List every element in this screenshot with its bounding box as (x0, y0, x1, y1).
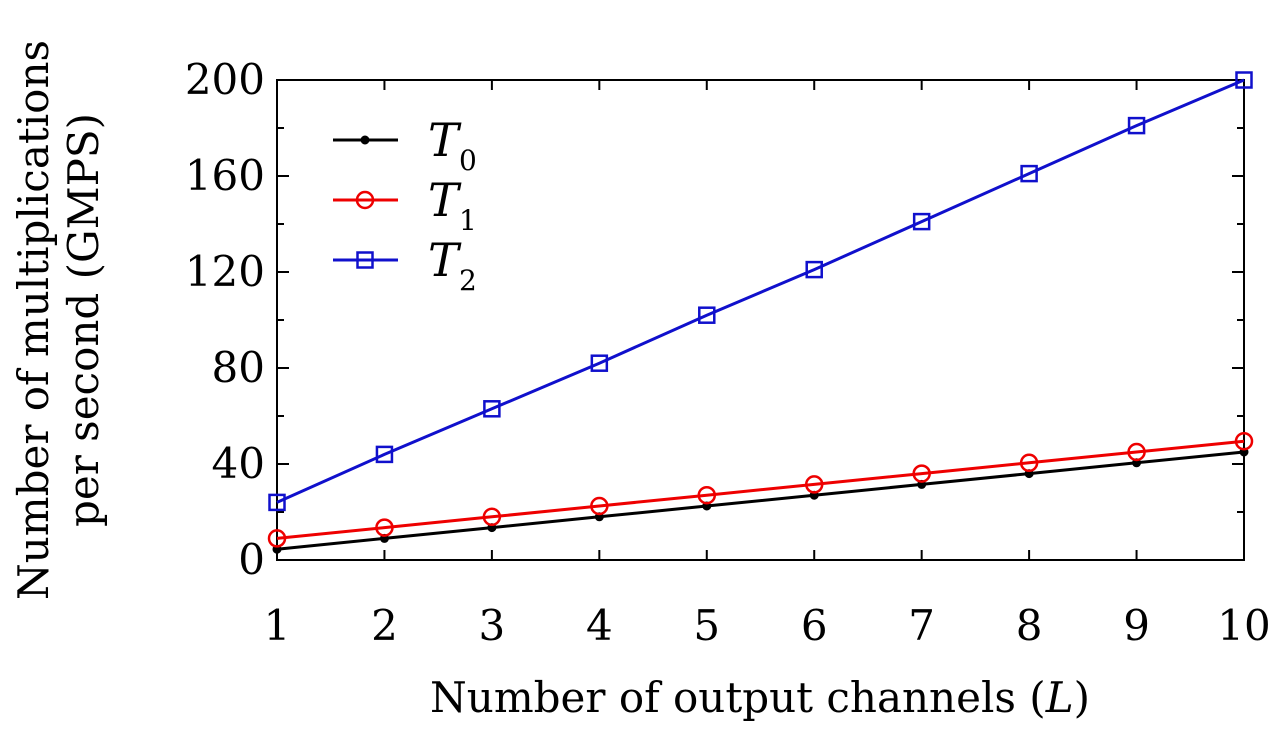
y-tick-label: 0 (238, 535, 265, 584)
x-axis-title: Number of output channels (L) (430, 673, 1090, 722)
data-point-T2 (483, 400, 501, 418)
legend-label: T (428, 233, 462, 287)
x-tick-label: 9 (1123, 601, 1150, 650)
series-T0 (272, 447, 1249, 554)
y-tick-label: 40 (212, 439, 265, 488)
legend-marker (355, 190, 375, 210)
x-axis-title-close: ) (1074, 673, 1090, 722)
data-point-T2 (698, 306, 716, 324)
legend-subscript: 0 (459, 144, 477, 177)
x-tick-label: 3 (479, 601, 506, 650)
x-axis-title-variable: L (1045, 673, 1074, 722)
legend-label: T (428, 173, 462, 227)
y-axis-title: Number of multiplications per second (GM… (9, 40, 108, 600)
series-line-T2 (276, 78, 1245, 504)
legend-subscript: 1 (459, 204, 477, 237)
data-point-T2 (912, 212, 931, 231)
legend: T 0T 1T 2 (333, 113, 477, 297)
data-point-T2 (590, 354, 609, 372)
y-tick-label: 160 (185, 151, 265, 200)
x-tick-label: 6 (801, 601, 828, 650)
data-point-T1 (1234, 431, 1254, 451)
data-point-T2 (1127, 116, 1146, 135)
data-point-T1 (590, 496, 609, 516)
data-point-T1 (697, 485, 717, 505)
data-point-T1 (912, 464, 931, 483)
series-layer (267, 71, 1254, 554)
x-tick-label: 8 (1016, 601, 1043, 650)
y-axis-title-line1: Number of multiplications (9, 40, 58, 600)
legend-marker (356, 251, 374, 269)
data-point-T1 (267, 529, 287, 548)
data-point-T2 (1235, 71, 1253, 89)
data-point-T1 (375, 518, 394, 537)
data-point-T1 (804, 475, 824, 494)
data-point-T1 (1127, 442, 1146, 462)
series-line-T1 (276, 439, 1245, 540)
y-tick-label: 80 (212, 343, 265, 392)
data-point-T2 (375, 445, 394, 464)
x-tick-label: 5 (693, 601, 720, 650)
x-tick-label: 1 (264, 601, 291, 650)
plot-frame (276, 79, 1245, 561)
y-tick-label: 120 (185, 247, 265, 296)
y-axis-title-line2: per second (GMPS) (59, 113, 108, 527)
legend-subscript: 2 (459, 264, 477, 297)
series-line-T0 (276, 450, 1245, 551)
series-T2 (268, 71, 1253, 512)
x-tick-label: 2 (371, 601, 398, 650)
data-point-T1 (1019, 453, 1039, 473)
x-tick-label: 10 (1217, 601, 1270, 650)
data-point-T2 (1020, 164, 1038, 183)
data-point-T1 (482, 507, 502, 527)
y-tick-label: 200 (185, 55, 265, 104)
legend-label: T (428, 113, 462, 167)
legend-marker (360, 135, 370, 145)
x-tick-label: 4 (586, 601, 613, 650)
series-T1 (267, 431, 1254, 548)
x-tick-label: 7 (908, 601, 935, 650)
data-point-T2 (268, 493, 286, 512)
x-axis-title-text: Number of output channels ( (430, 673, 1046, 722)
data-point-T2 (805, 260, 823, 279)
